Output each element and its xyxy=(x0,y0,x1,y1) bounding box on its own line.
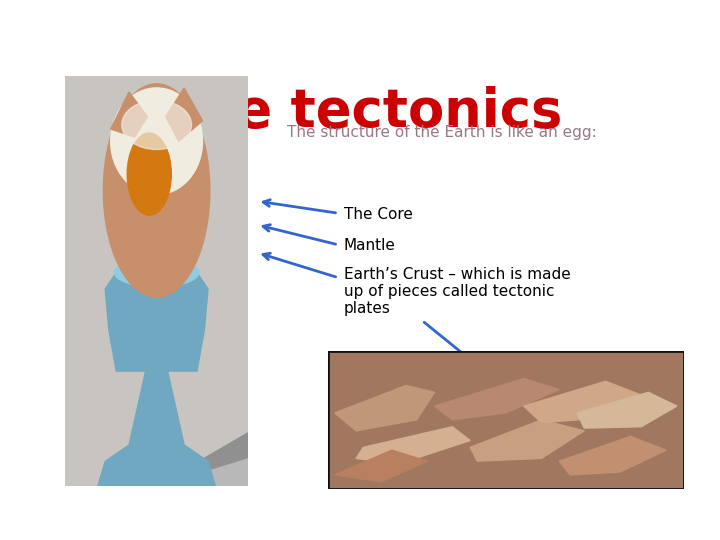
Text: Plate tectonics: Plate tectonics xyxy=(120,85,563,138)
Polygon shape xyxy=(166,88,202,141)
Ellipse shape xyxy=(104,84,210,297)
Text: Earth’s Crust – which is made
up of pieces called tectonic
plates: Earth’s Crust – which is made up of piec… xyxy=(344,267,571,316)
Text: The Core: The Core xyxy=(344,207,413,222)
Polygon shape xyxy=(129,453,248,486)
Polygon shape xyxy=(559,436,666,475)
Ellipse shape xyxy=(114,258,199,287)
Text: Mantle: Mantle xyxy=(344,238,396,253)
Ellipse shape xyxy=(111,88,202,194)
Polygon shape xyxy=(98,363,215,486)
Polygon shape xyxy=(105,273,208,371)
Polygon shape xyxy=(523,381,642,423)
Polygon shape xyxy=(335,450,428,482)
Polygon shape xyxy=(111,92,148,137)
Polygon shape xyxy=(335,386,435,431)
Polygon shape xyxy=(435,379,559,420)
Polygon shape xyxy=(470,420,584,461)
Polygon shape xyxy=(156,433,248,486)
Ellipse shape xyxy=(127,133,171,215)
Text: The structure of the Earth is like an egg:: The structure of the Earth is like an eg… xyxy=(287,125,596,140)
Polygon shape xyxy=(577,392,677,428)
Ellipse shape xyxy=(122,100,192,150)
Polygon shape xyxy=(356,427,470,464)
